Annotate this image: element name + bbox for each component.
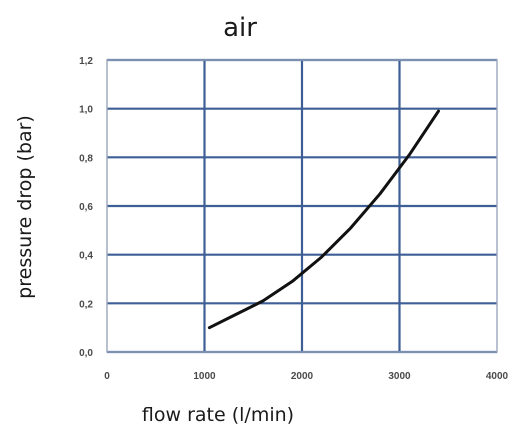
- grid: [107, 58, 497, 354]
- y-tick-label: 0,8: [79, 153, 93, 164]
- y-tick-label: 0,6: [79, 202, 93, 213]
- x-tick-label: 1000: [193, 371, 216, 382]
- x-tick-label: 3000: [388, 371, 411, 382]
- x-tick-label: 2000: [291, 371, 314, 382]
- x-axis-label: flow rate (l/min): [142, 404, 294, 426]
- x-tick-label: 0: [104, 371, 110, 382]
- y-tick-label: 0,2: [79, 299, 93, 310]
- y-tick-label: 0,4: [79, 251, 93, 262]
- x-tick-label: 4000: [486, 371, 509, 382]
- chart-title: air: [223, 13, 257, 43]
- y-tick-label: 1,0: [79, 105, 93, 116]
- y-tick-label: 1,2: [79, 56, 93, 67]
- y-axis-ticks: 0,0 0,2 0,4 0,6 0,8 1,0 1,2: [79, 56, 93, 359]
- plot-area-border: [106, 59, 498, 353]
- y-tick-label: 0,0: [79, 348, 93, 359]
- plot-frame: [106, 59, 498, 353]
- y-axis-label: pressure drop (bar): [14, 115, 36, 299]
- x-axis-ticks: 0 1000 2000 3000 4000: [104, 371, 508, 382]
- series-line: [207, 109, 440, 330]
- series-layer: [207, 109, 440, 330]
